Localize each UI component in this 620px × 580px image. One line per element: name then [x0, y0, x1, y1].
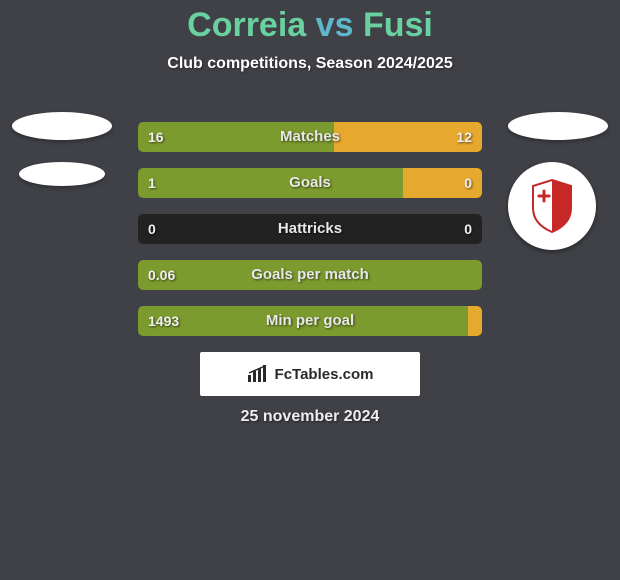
- club-logo-placeholder: [508, 112, 608, 140]
- club-logo-placeholder: [12, 112, 112, 140]
- stat-row: 00Hattricks: [138, 214, 482, 244]
- date-text: 25 november 2024: [0, 408, 620, 426]
- stat-label: Matches: [138, 122, 482, 152]
- subtitle: Club competitions, Season 2024/2025: [0, 55, 620, 73]
- stat-label: Hattricks: [138, 214, 482, 244]
- stat-label: Goals: [138, 168, 482, 198]
- stat-row: 1493Min per goal: [138, 306, 482, 336]
- club-logo-placeholder: [19, 162, 105, 186]
- player2-name: Fusi: [363, 6, 433, 44]
- club-badge: [508, 162, 596, 250]
- stat-row: 10Goals: [138, 168, 482, 198]
- credit-text: FcTables.com: [275, 366, 374, 383]
- stat-row: 0.06Goals per match: [138, 260, 482, 290]
- vs-label: vs: [316, 6, 354, 44]
- right-logos: [508, 112, 608, 250]
- stat-label: Min per goal: [138, 306, 482, 336]
- stat-row: 1612Matches: [138, 122, 482, 152]
- player1-name: Correia: [187, 6, 306, 44]
- credit-box: FcTables.com: [200, 352, 420, 396]
- stat-bars: 1612Matches 10Goals 00Hattricks 0.06Goals p…: [138, 122, 482, 352]
- comparison-title: Correia vs Fusi: [0, 0, 620, 45]
- bar-chart-icon: [247, 365, 269, 383]
- left-logos: [12, 112, 112, 208]
- shield-icon: [529, 178, 575, 234]
- stat-label: Goals per match: [138, 260, 482, 290]
